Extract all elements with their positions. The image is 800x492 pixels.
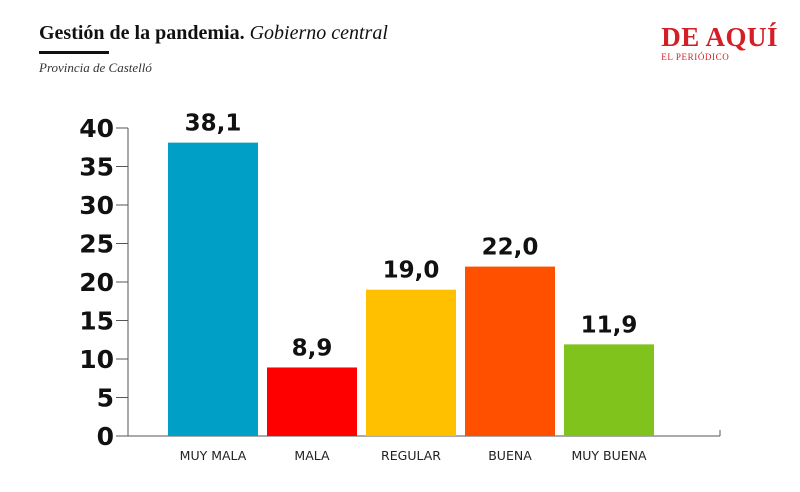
newspaper-logo: DE AQUÍ EL PERIÓDICO — [661, 22, 778, 63]
bar-regular — [366, 289, 456, 436]
y-tick-label: 20 — [79, 268, 114, 297]
x-tick-label: MUY BUENA — [571, 448, 647, 463]
y-tick-label: 0 — [97, 422, 114, 451]
x-tick-label: BUENA — [488, 448, 532, 463]
data-label: 11,9 — [581, 312, 638, 338]
chart-title-italic: Gobierno central — [249, 22, 388, 44]
bar-buena — [465, 266, 555, 436]
y-tick-label: 10 — [79, 345, 114, 374]
data-label: 22,0 — [482, 235, 539, 261]
x-tick-label: REGULAR — [381, 448, 441, 463]
title-underline — [39, 51, 109, 54]
chart-title: Gestión de la pandemia. Gobierno central — [39, 22, 388, 45]
bar-mala — [267, 367, 357, 436]
y-tick-label: 25 — [79, 230, 114, 259]
chart-title-bold: Gestión de la pandemia. — [39, 22, 245, 44]
y-tick-label: 15 — [79, 307, 114, 336]
data-label: 8,9 — [292, 335, 333, 361]
y-tick-label: 30 — [79, 191, 114, 220]
x-tick-label: MUY MALA — [180, 448, 247, 463]
chart-header: Gestión de la pandemia. Gobierno central… — [39, 22, 388, 76]
y-tick-label: 5 — [97, 384, 114, 413]
y-tick-label: 40 — [79, 114, 114, 143]
x-tick-label: MALA — [294, 448, 330, 463]
logo-name: DE AQUÍ — [661, 22, 778, 52]
data-label: 38,1 — [185, 111, 242, 137]
y-tick-label: 35 — [79, 153, 114, 182]
bar-muy-mala — [168, 142, 258, 436]
bar-muy-buena — [564, 344, 654, 436]
data-label: 19,0 — [383, 258, 440, 284]
chart-subtitle: Provincia de Castelló — [39, 60, 152, 75]
logo-tagline: EL PERIÓDICO — [661, 52, 730, 62]
